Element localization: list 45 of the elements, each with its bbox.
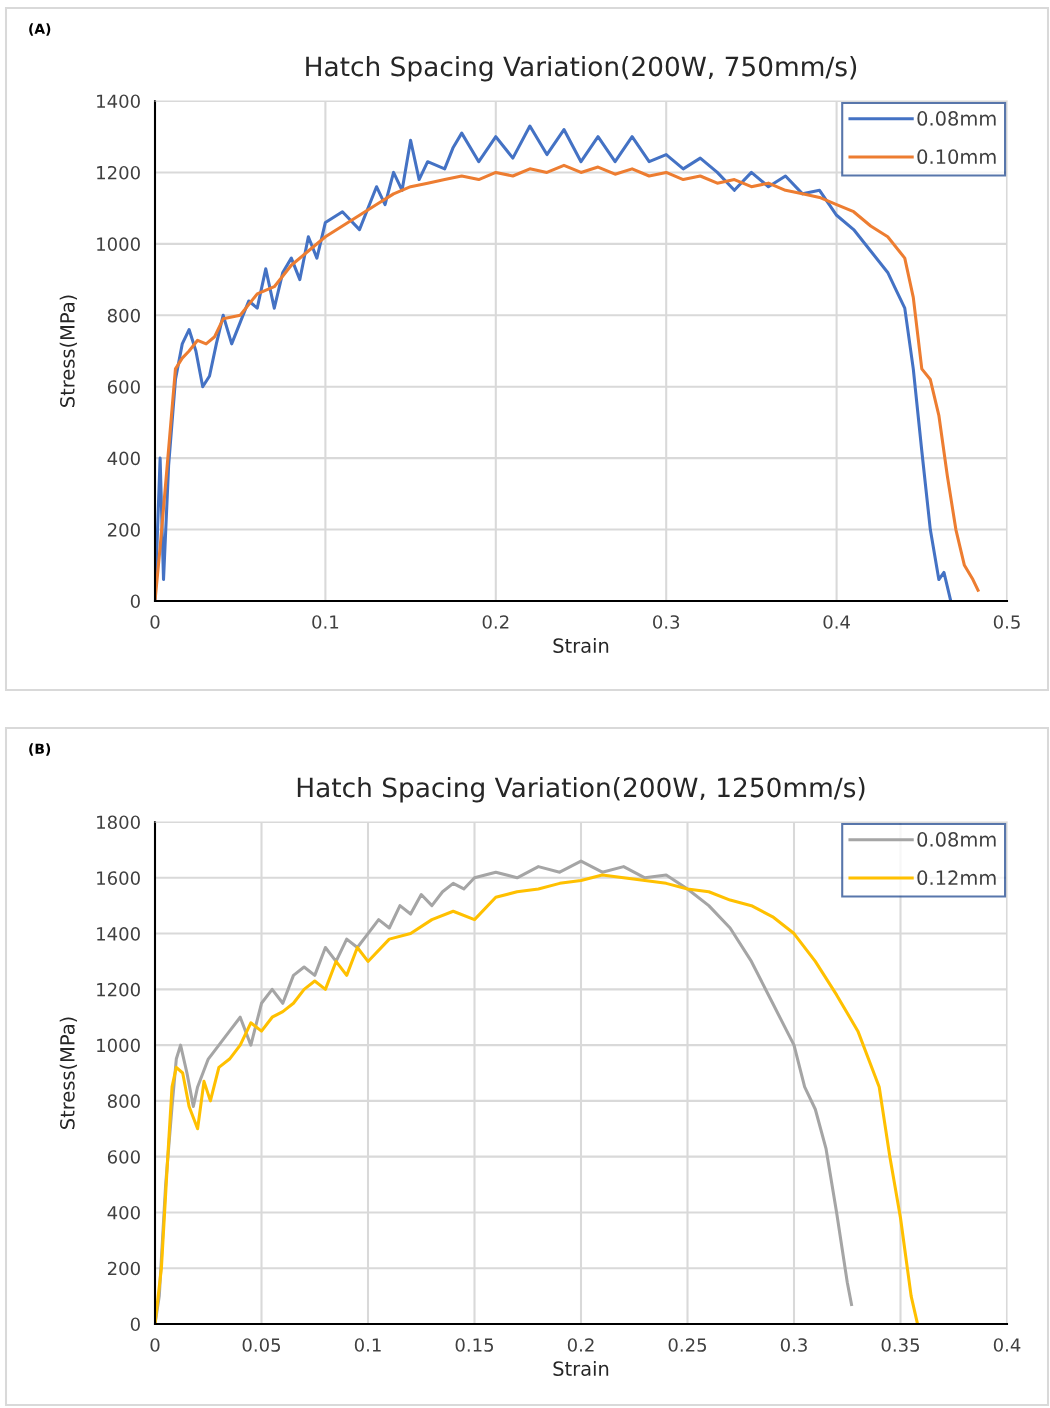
legend-label: 0.10mm — [917, 149, 996, 165]
y-tick-label: 1400 — [97, 94, 140, 109]
text: (A) — [29, 23, 51, 36]
y-tick-label: 1200 — [97, 982, 140, 997]
y-axis-title: Stress(MPa) — [59, 1017, 78, 1129]
y-tick-label: 1600 — [97, 871, 140, 885]
x-tick-label: 0.2 — [567, 1338, 594, 1352]
y-tick-label: 600 — [107, 1150, 140, 1164]
x-tick-label: 0.25 — [668, 1338, 707, 1352]
y-tick-label: 200 — [107, 1261, 140, 1276]
x-tick-label: 0.3 — [780, 1338, 807, 1352]
x-tick-label: 0.35 — [881, 1338, 920, 1352]
x-tick-label: 0.2 — [482, 615, 509, 629]
y-tick-label: 1400 — [97, 927, 140, 941]
x-tick-label: 0 — [150, 615, 160, 629]
y-tick-label: 1000 — [97, 237, 140, 251]
x-tick-label: 0.4 — [993, 1338, 1021, 1352]
y-tick-label: 1200 — [97, 165, 140, 180]
y-tick-label: 1800 — [97, 815, 140, 830]
y-tick-label: 200 — [107, 523, 140, 537]
x-tick-label: 0.05 — [242, 1338, 281, 1352]
y-tick-label: 400 — [107, 1205, 140, 1220]
chart-title: Hatch Spacing Variation(200W, 750mm/s) — [306, 55, 857, 82]
x-tick-label: 0.4 — [823, 615, 850, 629]
y-tick-label: 400 — [107, 451, 140, 466]
y-tick-label: 600 — [107, 380, 140, 394]
x-tick-label: 0.5 — [993, 615, 1020, 629]
legend-label: 0.12mm — [917, 870, 996, 886]
y-tick-label: 800 — [107, 308, 140, 323]
x-tick-label: 0.1 — [354, 1338, 381, 1352]
y-tick-label: 1000 — [97, 1038, 140, 1053]
x-tick-label: 0.1 — [312, 615, 339, 629]
legend-label: 0.08mm — [917, 111, 996, 126]
text: (B) — [29, 743, 51, 756]
chart-title: Hatch Spacing Variation(200W, 1250mm/s) — [297, 776, 865, 803]
legend-label: 0.08mm — [917, 832, 996, 847]
x-axis-title: Strain — [553, 1360, 609, 1376]
y-tick-label: 800 — [107, 1094, 140, 1109]
x-tick-label: 0.15 — [455, 1338, 494, 1352]
y-axis-title: Stress(MPa) — [59, 295, 78, 407]
x-axis-title: Strain — [553, 637, 609, 653]
x-tick-label: 0.3 — [653, 615, 680, 629]
y-tick-label: 0 — [130, 594, 140, 609]
x-tick-label: 0 — [150, 1338, 160, 1352]
y-tick-label: 0 — [130, 1317, 140, 1332]
